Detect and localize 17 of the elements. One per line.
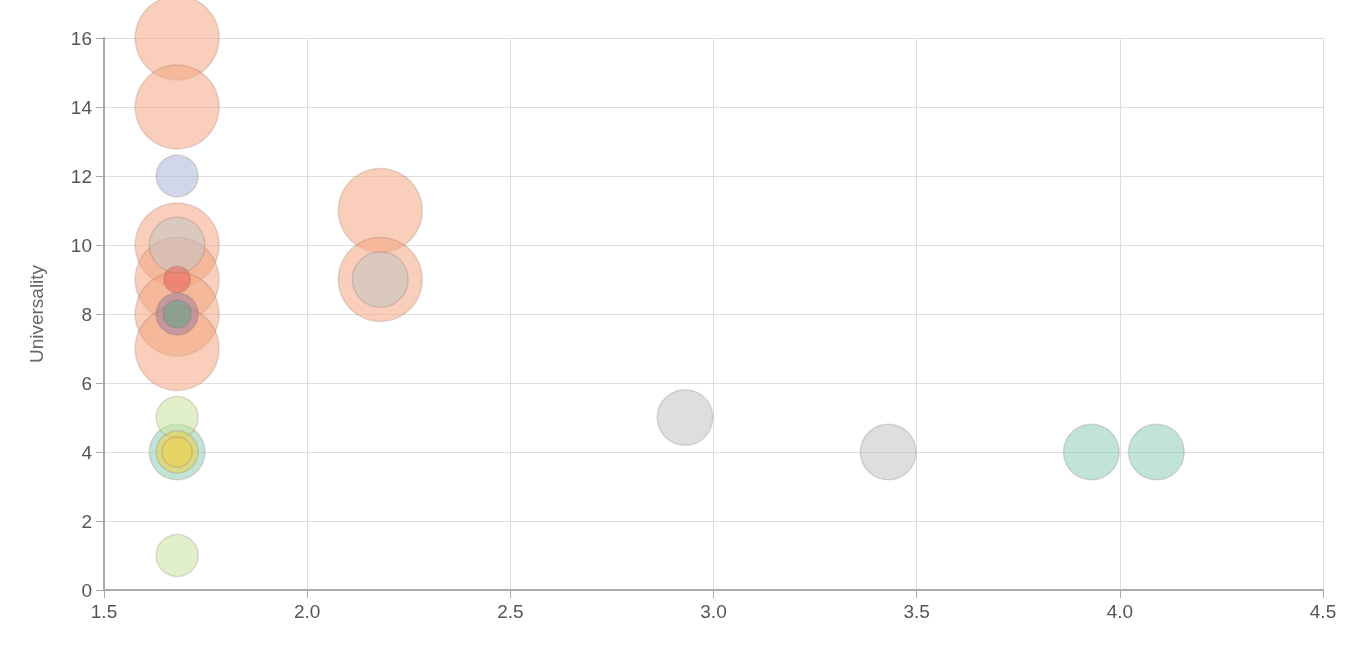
y-tick-label: 16 bbox=[70, 27, 92, 49]
x-tick-label: 1.5 bbox=[90, 601, 118, 622]
y-tick-label: 12 bbox=[70, 165, 92, 187]
y-tick-label: 8 bbox=[81, 303, 92, 325]
x-tick-label: 2.0 bbox=[293, 601, 321, 622]
x-tick-label: 3.5 bbox=[903, 601, 930, 622]
x-tick-label: 2.5 bbox=[497, 601, 524, 622]
y-tick-label: 4 bbox=[81, 441, 93, 463]
x-tick-label: 4.5 bbox=[1309, 601, 1337, 622]
y-tick-label: 0 bbox=[81, 579, 92, 601]
x-tick-label: 3.0 bbox=[700, 601, 727, 622]
x-tick-label: 4.0 bbox=[1106, 601, 1134, 622]
y-tick-label: 14 bbox=[70, 96, 93, 118]
y-tick-label: 2 bbox=[81, 510, 92, 532]
y-axis-title: Universality bbox=[26, 264, 47, 364]
y-tick-label: 6 bbox=[81, 372, 92, 394]
y-tick-label: 10 bbox=[70, 234, 92, 256]
